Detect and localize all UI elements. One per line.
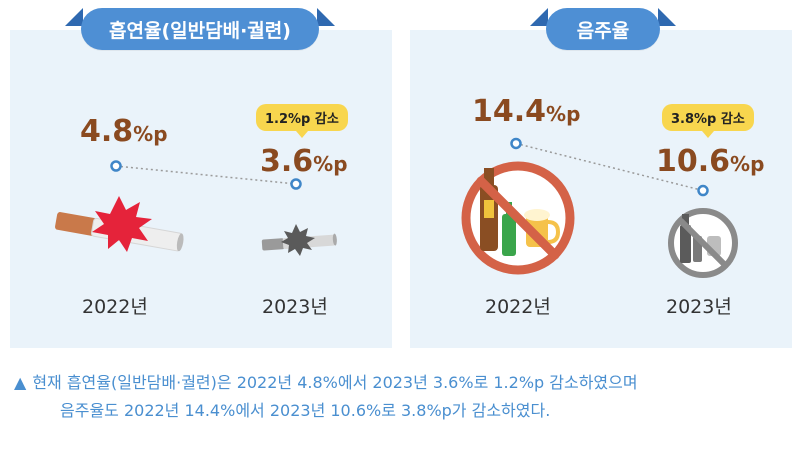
drinking-line-series <box>510 137 709 197</box>
smoking-value-2022: 4.8%p <box>80 117 168 147</box>
smoking-value-2022-number: 4.8 <box>80 114 134 149</box>
drinking-point-2022 <box>510 137 522 150</box>
drinking-year-2023: 2023년 <box>666 296 732 318</box>
drinking-chart-title: 음주율 <box>546 8 660 50</box>
note-text-line2: 음주율도 2022년 14.4%에서 2023년 10.6%로 3.8%p가 감… <box>60 401 551 420</box>
drinking-value-2023-unit: %p <box>730 152 765 176</box>
note-bullet-icon: ▲ <box>14 373 27 392</box>
smoking-value-2023: 3.6%p <box>260 147 348 177</box>
smoking-title-tab: 흡연율(일반담배·궐련) <box>65 8 335 50</box>
cigarette-2022-icon <box>55 196 184 252</box>
no-drinking-2022-icon <box>461 161 575 275</box>
drinking-value-2023: 10.6%p <box>656 147 764 177</box>
smoking-point-2022 <box>110 160 122 172</box>
smoking-value-2023-unit: %p <box>313 152 348 176</box>
drinking-value-2023-number: 10.6 <box>656 144 731 179</box>
note-text-line1: 현재 흡연율(일반담배·궐련)은 2022년 4.8%에서 2023년 3.6%… <box>32 373 638 392</box>
smoking-change-badge: 1.2%p 감소 <box>256 104 348 138</box>
drinking-value-2022-unit: %p <box>546 102 581 126</box>
smoking-connector-line <box>115 165 297 185</box>
smoking-chart-title: 흡연율(일반담배·궐련) <box>81 8 319 50</box>
smoking-point-2023 <box>290 178 302 190</box>
cigarette-2023-icon <box>261 224 337 256</box>
smoking-panel <box>10 30 392 348</box>
summary-note-line1: ▲ 현재 흡연율(일반담배·궐련)은 2022년 4.8%에서 2023년 3.6… <box>14 369 638 393</box>
drinking-change-badge: 3.8%p 감소 <box>662 104 754 138</box>
smoking-year-2022: 2022년 <box>82 296 148 318</box>
drinking-value-2022-number: 14.4 <box>472 94 547 129</box>
drinking-connector-line <box>515 142 704 192</box>
smoking-value-2022-unit: %p <box>133 122 168 146</box>
no-drinking-2023-icon <box>668 208 738 278</box>
drinking-value-2022: 14.4%p <box>472 97 580 127</box>
drinking-point-2023 <box>697 184 709 197</box>
smoking-value-2023-number: 3.6 <box>260 144 314 179</box>
drinking-year-2022: 2022년 <box>485 296 551 318</box>
smoking-year-2023: 2023년 <box>262 296 328 318</box>
smoking-line-series <box>110 160 302 190</box>
drinking-title-tab: 음주율 <box>530 8 676 50</box>
